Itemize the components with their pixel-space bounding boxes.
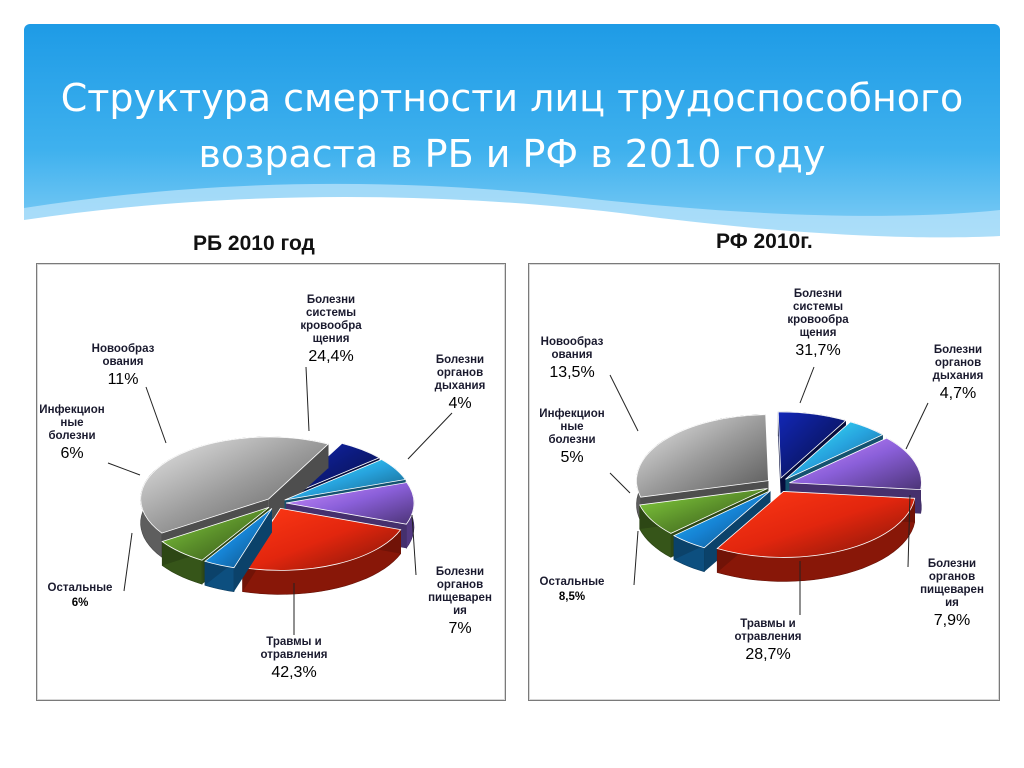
leader-line-resp — [407, 412, 453, 460]
pie-slice-cardio — [716, 491, 916, 582]
slice-value-neo: 13,5% — [549, 364, 594, 381]
slice-label-digest: Болезни — [928, 558, 976, 570]
leader-line-neo — [609, 374, 639, 432]
slice-value-cardio: 24,4% — [308, 348, 353, 365]
slice-label-cardio: щения — [313, 333, 350, 345]
slice-label-digest: Болезни — [436, 566, 484, 578]
slice-label-infect: ные — [560, 421, 583, 433]
slice-label-trauma: Травмы и — [740, 618, 796, 630]
slice-label-trauma: отравления — [735, 631, 802, 643]
slice-label-resp: Болезни — [934, 344, 982, 356]
pie-slice-resp — [204, 508, 273, 593]
slice-label-neo: ования — [551, 349, 592, 361]
chart-title-rf: РФ 2010г. — [716, 230, 813, 253]
slice-value-resp: 4,7% — [940, 385, 976, 402]
slice-label-cardio: кровообра — [787, 314, 849, 326]
slice-label-cardio: Болезни — [307, 294, 355, 306]
leader-line-infect — [609, 472, 631, 494]
leader-line-infect — [107, 462, 141, 476]
leader-line-cardio — [799, 366, 815, 404]
leader-line-digest — [411, 514, 417, 576]
slice-value-trauma: 28,7% — [745, 646, 790, 663]
slice-value-digest: 7,9% — [934, 612, 970, 629]
slice-label-cardio: кровообра — [300, 320, 362, 332]
banner-wave — [24, 183, 1000, 260]
leader-line-digest — [907, 494, 911, 568]
leader-line-other — [123, 532, 133, 592]
slice-label-cardio: системы — [793, 301, 843, 313]
slide-title-line2: возраста в РБ и РФ в 2010 году — [198, 132, 826, 176]
leader-line-neo — [145, 386, 167, 444]
slice-label-digest: органов — [929, 571, 975, 583]
slice-label-infect: ные — [60, 417, 83, 429]
slice-label-digest: пищеварен — [428, 592, 492, 604]
slice-value-resp: 4% — [448, 395, 471, 412]
slice-label-digest: ия — [945, 597, 959, 609]
slice-value-digest: 7% — [448, 620, 471, 637]
leader-line-resp — [905, 402, 929, 450]
slice-label-cardio: щения — [800, 327, 837, 339]
chart-title-rb: РБ 2010 год — [193, 232, 315, 255]
slice-label-resp: органов — [437, 367, 483, 379]
slice-label-resp: органов — [935, 357, 981, 369]
slice-label-trauma: Травмы и — [266, 636, 322, 648]
slice-label-infect: болезни — [48, 430, 95, 442]
slice-label-resp: дыхания — [933, 370, 984, 382]
slide-title-line1: Структура смертности лиц трудоспособного — [60, 76, 964, 120]
slice-label-neo: Новообраз — [541, 336, 604, 348]
slice-label-cardio: системы — [306, 307, 356, 319]
slice-value-other: 6% — [72, 597, 89, 609]
slice-value-other: 8,5% — [559, 591, 585, 603]
leader-line-cardio — [305, 366, 310, 432]
slice-label-digest: пищеварен — [920, 584, 984, 596]
slice-label-trauma: отравления — [261, 649, 328, 661]
slice-label-infect: Инфекцион — [539, 408, 604, 420]
slice-label-other: Остальные — [48, 582, 113, 594]
slice-label-cardio: Болезни — [794, 288, 842, 300]
slice-label-other: Остальные — [540, 576, 605, 588]
slice-label-digest: органов — [437, 579, 483, 591]
leader-line-other — [633, 530, 639, 586]
slice-value-trauma: 42,3% — [271, 664, 316, 681]
slice-label-neo: ования — [102, 356, 143, 368]
slice-label-resp: Болезни — [436, 354, 484, 366]
slice-value-infect: 6% — [60, 445, 83, 462]
slice-value-neo: 11% — [108, 371, 139, 388]
slice-label-resp: дыхания — [435, 380, 486, 392]
slice-label-infect: болезни — [548, 434, 595, 446]
slice-label-infect: Инфекцион — [39, 404, 104, 416]
slice-label-digest: ия — [453, 605, 467, 617]
slide-title: Структура смертности лиц трудоспособного… — [24, 70, 1000, 182]
slice-value-infect: 5% — [560, 449, 583, 466]
slice-label-neo: Новообраз — [92, 343, 155, 355]
slice-value-cardio: 31,7% — [795, 342, 840, 359]
